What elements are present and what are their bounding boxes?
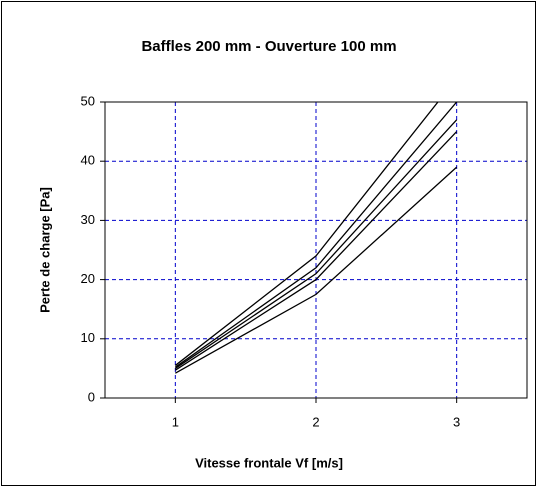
chart-title: Baffles 200 mm - Ouverture 100 mm (141, 38, 396, 55)
series-line (174, 131, 458, 371)
series-line (175, 166, 458, 374)
y-tick-label: 10 (81, 330, 95, 345)
y-tick-label: 50 (81, 93, 95, 108)
series-line (174, 119, 458, 369)
x-tick-label: 1 (172, 414, 179, 429)
y-tick-label: 40 (81, 153, 95, 168)
series-line (174, 102, 458, 368)
plot-frame (104, 101, 528, 399)
y-tick-label: 30 (81, 212, 95, 227)
y-axis-label: Perte de charge [Pa] (37, 187, 52, 313)
series-line (174, 102, 439, 366)
y-tick-label: 0 (88, 389, 95, 404)
x-axis-label: Vitesse frontale Vf [m/s] (195, 455, 343, 470)
x-tick-label: 3 (453, 414, 460, 429)
x-tick-label: 2 (312, 414, 319, 429)
y-tick-label: 20 (81, 271, 95, 286)
